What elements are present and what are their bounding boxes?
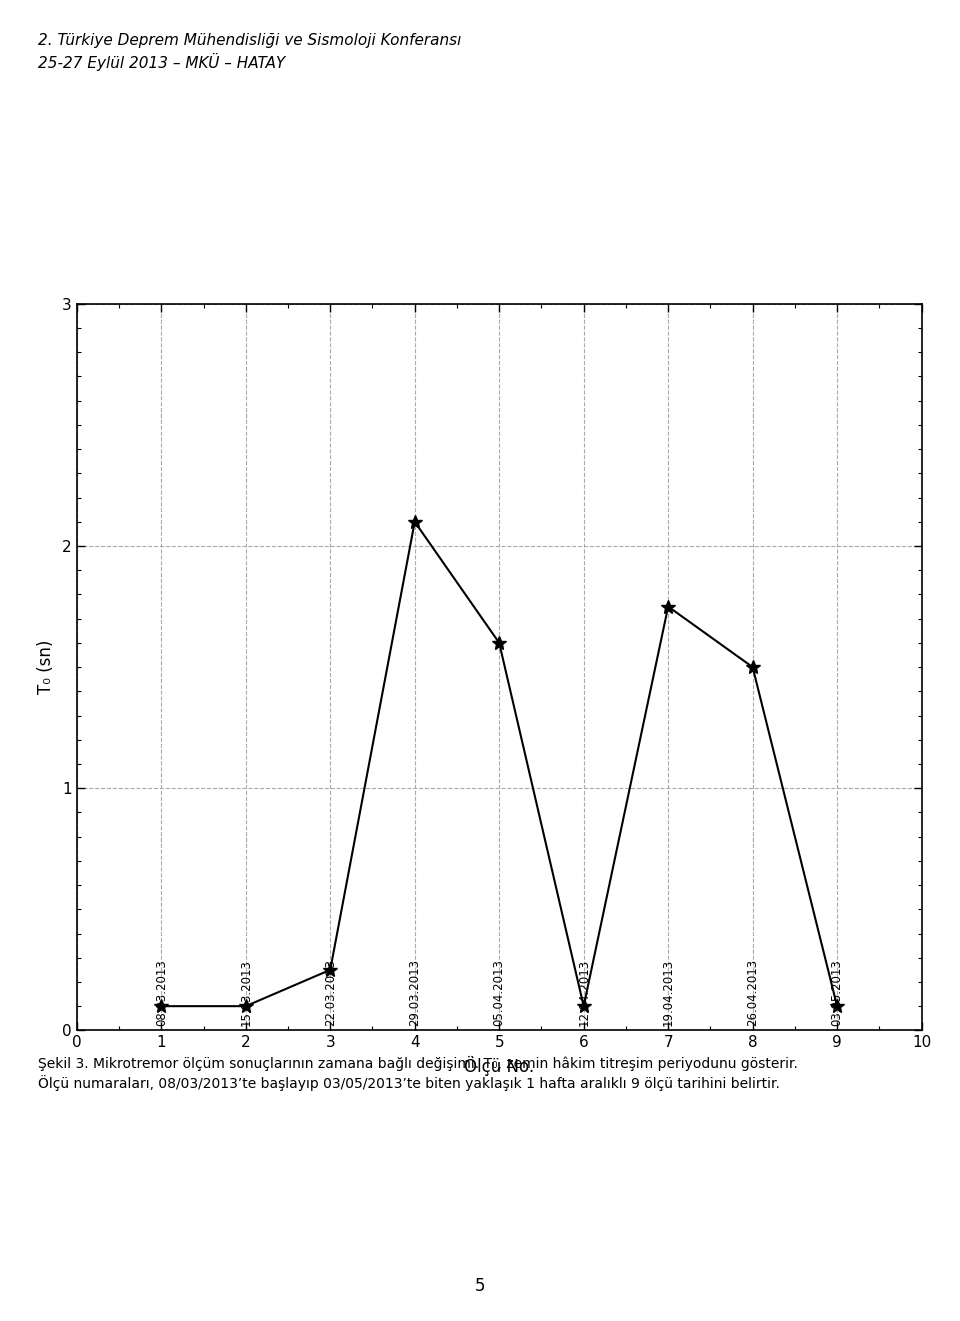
Text: Ölçü numaraları, 08/03/2013’te başlayıp 03/05/2013’te biten yaklaşık 1 hafta ara: Ölçü numaraları, 08/03/2013’te başlayıp … [38, 1075, 780, 1091]
Text: 03.05.2013: 03.05.2013 [830, 959, 844, 1025]
Text: 12.04.2013: 12.04.2013 [577, 959, 590, 1025]
Text: 26.04.2013: 26.04.2013 [746, 959, 759, 1025]
Text: 25-27 Eylül 2013 – MKÜ – HATAY: 25-27 Eylül 2013 – MKÜ – HATAY [38, 53, 286, 71]
Text: 5: 5 [475, 1276, 485, 1295]
Text: 22.03.2013: 22.03.2013 [324, 959, 337, 1025]
Text: 15.03.2013: 15.03.2013 [239, 959, 252, 1025]
Y-axis label: T₀ (sn): T₀ (sn) [37, 639, 56, 695]
Text: 05.04.2013: 05.04.2013 [492, 959, 506, 1025]
X-axis label: Ölçü No.: Ölçü No. [464, 1055, 535, 1075]
Text: 29.03.2013: 29.03.2013 [408, 959, 421, 1025]
Text: 2. Türkiye Deprem Mühendisliği ve Sismoloji Konferansı: 2. Türkiye Deprem Mühendisliği ve Sismol… [38, 33, 462, 48]
Text: 19.04.2013: 19.04.2013 [661, 959, 675, 1025]
Text: 08.03.2013: 08.03.2013 [155, 959, 168, 1025]
Text: Şekil 3. Mikrotremor ölçüm sonuçlarının zamana bağlı değişimi. T₀, zemin hâkim t: Şekil 3. Mikrotremor ölçüm sonuçlarının … [38, 1057, 799, 1071]
